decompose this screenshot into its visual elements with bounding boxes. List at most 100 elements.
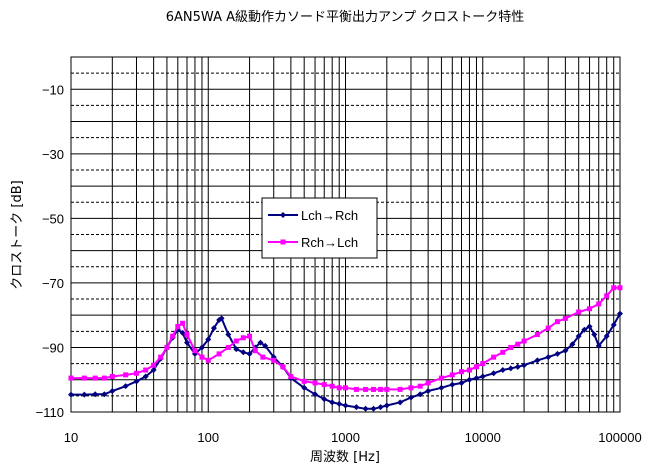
data-point-square bbox=[343, 385, 348, 391]
data-point-diamond bbox=[321, 396, 328, 403]
data-point-diamond bbox=[545, 354, 552, 361]
data-point-diamond bbox=[257, 339, 264, 346]
data-point-square bbox=[587, 306, 593, 312]
data-point-diamond bbox=[101, 391, 108, 398]
x-tick-label: 100000 bbox=[598, 430, 641, 445]
data-point-diamond bbox=[581, 326, 588, 333]
data-point-square bbox=[216, 351, 222, 357]
data-point-diamond bbox=[521, 362, 528, 369]
data-point-diamond bbox=[383, 402, 390, 409]
data-point-square bbox=[500, 349, 506, 355]
data-point-diamond bbox=[68, 391, 74, 398]
data-point-diamond bbox=[233, 346, 240, 353]
data-point-diamond bbox=[122, 383, 129, 390]
data-point-square bbox=[576, 309, 582, 315]
data-point-square bbox=[180, 320, 186, 326]
data-point-square bbox=[240, 335, 246, 341]
data-point-square bbox=[371, 386, 377, 392]
data-point-square bbox=[151, 362, 157, 368]
data-point-square bbox=[408, 385, 414, 391]
data-point-square bbox=[425, 380, 431, 386]
data-point-diamond bbox=[183, 339, 190, 346]
tick-labels: 10 100 1000 10000 100000 −10 −30 −50 −70 −90 −110 bbox=[36, 82, 642, 445]
y-tick-label: −110 bbox=[36, 405, 64, 420]
data-point-square bbox=[384, 386, 390, 392]
data-point-square bbox=[438, 375, 444, 381]
data-point-square bbox=[397, 386, 403, 392]
data-point-diamond bbox=[397, 399, 404, 406]
data-point-diamond bbox=[507, 365, 514, 372]
data-point-square bbox=[199, 354, 205, 360]
data-point-diamond bbox=[198, 344, 205, 351]
data-point-diamond bbox=[473, 375, 480, 382]
data-point-square bbox=[363, 386, 369, 392]
data-point-diamond bbox=[246, 350, 253, 357]
data-point-diamond bbox=[336, 400, 343, 407]
data-point-diamond bbox=[179, 329, 186, 336]
data-point-diamond bbox=[92, 391, 99, 398]
y-tick-label: −50 bbox=[42, 211, 64, 226]
data-point-square bbox=[158, 354, 164, 360]
data-point-diamond bbox=[438, 384, 445, 391]
series-group bbox=[68, 285, 623, 412]
data-point-square bbox=[336, 385, 342, 391]
data-point-diamond bbox=[225, 331, 232, 338]
data-point-diamond bbox=[370, 405, 377, 412]
data-point-diamond bbox=[150, 367, 157, 374]
data-point-diamond bbox=[603, 333, 610, 340]
data-point-square bbox=[81, 375, 87, 381]
data-point-diamond bbox=[425, 388, 432, 395]
legend-label: Lch→Rch bbox=[301, 208, 358, 223]
data-point-diamond bbox=[329, 399, 336, 406]
data-point-square bbox=[170, 333, 176, 339]
data-point-diamond bbox=[569, 341, 576, 348]
data-point-square bbox=[68, 375, 74, 381]
data-point-square bbox=[301, 378, 307, 384]
data-point-diamond bbox=[301, 384, 308, 391]
data-point-square bbox=[271, 357, 277, 363]
data-point-diamond bbox=[133, 378, 140, 385]
data-point-diamond bbox=[575, 333, 582, 340]
data-point-diamond bbox=[458, 379, 465, 386]
data-point-diamond bbox=[142, 373, 149, 380]
chart-title: 6AN5WA A級動作カソード平衡出力アンプ クロストーク特性 bbox=[166, 10, 524, 25]
data-point-diamond bbox=[466, 376, 473, 383]
data-point-square bbox=[617, 285, 623, 291]
plot-frame bbox=[70, 56, 621, 413]
x-tick-label: 100 bbox=[197, 430, 219, 445]
data-point-diamond bbox=[610, 321, 617, 328]
x-axis-label: 周波数 [Hz] bbox=[310, 450, 380, 465]
data-point-diamond bbox=[240, 349, 247, 356]
data-point-square bbox=[123, 372, 129, 378]
data-point-diamond bbox=[617, 310, 623, 317]
data-point-diamond bbox=[312, 391, 319, 398]
y-tick-label: −90 bbox=[42, 340, 64, 355]
data-point-square bbox=[205, 357, 211, 363]
data-point-diamond bbox=[595, 342, 602, 349]
x-tick-label: 10000 bbox=[465, 430, 501, 445]
data-point-diamond bbox=[586, 323, 593, 330]
data-point-square bbox=[378, 386, 384, 392]
legend-marker-square bbox=[280, 239, 286, 245]
data-point-square bbox=[491, 354, 497, 360]
data-point-square bbox=[184, 332, 190, 338]
data-point-square bbox=[353, 386, 359, 392]
data-point-square bbox=[252, 348, 258, 354]
data-point-square bbox=[480, 361, 486, 367]
data-point-square bbox=[288, 374, 294, 379]
data-point-diamond bbox=[490, 370, 497, 377]
data-point-diamond bbox=[342, 402, 349, 409]
data-point-square bbox=[466, 367, 472, 373]
data-point-diamond bbox=[417, 391, 424, 398]
data-point-square bbox=[417, 383, 423, 389]
data-point-diamond bbox=[205, 336, 212, 343]
data-point-square bbox=[312, 380, 318, 386]
legend: Lch→Rch Rch→Lch bbox=[261, 197, 378, 259]
data-point-diamond bbox=[109, 388, 116, 395]
data-point-square bbox=[458, 369, 464, 375]
data-point-square bbox=[329, 383, 335, 389]
data-point-square bbox=[109, 374, 115, 379]
data-point-diamond bbox=[218, 315, 225, 322]
data-point-square bbox=[596, 301, 602, 307]
